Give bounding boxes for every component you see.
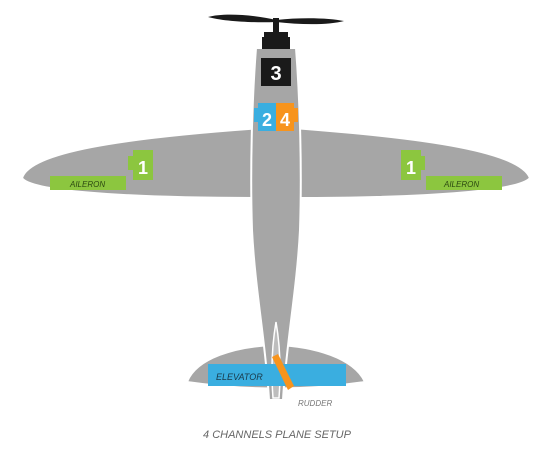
servo-icon	[128, 156, 135, 170]
servo-icon	[254, 108, 259, 122]
channel-badge-aileron-left: 1	[138, 158, 148, 178]
aileron-right-label: AILERON	[443, 180, 479, 189]
channel-badge-throttle: 3	[270, 63, 281, 85]
fuselage	[250, 47, 302, 401]
rudder-label: RUDDER	[298, 399, 332, 408]
rudder-surface	[272, 354, 294, 390]
servo-elevator: 2	[254, 103, 276, 131]
propeller-icon	[208, 14, 344, 34]
aileron-left-surface	[50, 176, 126, 190]
motor-throttle: 3	[261, 32, 291, 86]
servo-aileron-right: 1	[401, 150, 425, 180]
aileron-left-label: AILERON	[69, 180, 105, 189]
channel-badge-rudder: 4	[280, 110, 290, 130]
channel-badge-aileron-right: 1	[406, 158, 416, 178]
channel-badge-throttle-box	[261, 58, 291, 86]
motor-mount	[262, 37, 290, 49]
servo-aileron-left: 1	[128, 150, 153, 180]
servo-rudder: 4	[276, 103, 298, 131]
elevator-surface	[208, 364, 346, 386]
servo-icon	[418, 156, 425, 170]
channel-badge-elevator: 2	[262, 110, 272, 130]
diagram-caption: 4 CHANNELS PLANE SETUP	[203, 429, 352, 441]
aileron-right-surface	[426, 176, 502, 190]
servo-icon	[293, 108, 298, 122]
elevator-label: ELEVATOR	[216, 372, 263, 382]
